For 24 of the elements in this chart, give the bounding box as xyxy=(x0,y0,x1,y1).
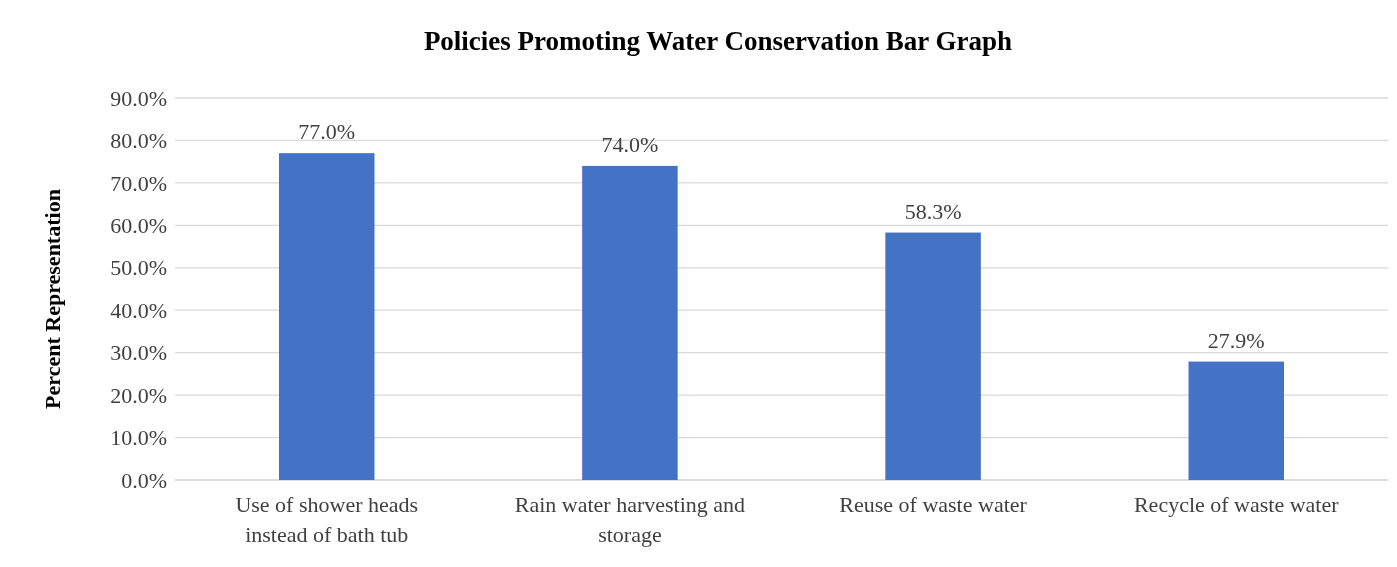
x-tick-label: Recycle of waste water xyxy=(1133,492,1340,517)
y-tick-label: 0.0% xyxy=(121,467,167,493)
chart-title: Policies Promoting Water Conservation Bar Graph xyxy=(423,26,1013,56)
data-label: 74.0% xyxy=(601,131,659,157)
y-tick-label: 20.0% xyxy=(110,382,167,408)
y-tick-label: 60.0% xyxy=(110,213,167,239)
y-tick-label: 40.0% xyxy=(110,297,167,323)
x-tick-label: Reuse of waste water xyxy=(839,492,1028,517)
y-tick-label: 80.0% xyxy=(110,128,167,154)
y-tick-label: 10.0% xyxy=(110,425,167,451)
y-tick-label: 70.0% xyxy=(110,170,167,196)
bar xyxy=(1188,361,1285,480)
data-label: 27.9% xyxy=(1207,327,1265,353)
data-label: 58.3% xyxy=(904,198,962,224)
y-axis-title: Percent Representation xyxy=(40,189,65,409)
x-tick-label: Rain water harvesting and storage xyxy=(514,492,746,547)
x-tick-label: Use of shower heads instead of bath tub xyxy=(235,492,419,547)
bar xyxy=(885,232,981,480)
y-tick-label: 50.0% xyxy=(110,255,167,281)
y-tick-label: 90.0% xyxy=(110,85,167,111)
y-tick-label: 30.0% xyxy=(110,340,167,366)
data-label: 77.0% xyxy=(298,119,356,145)
bar xyxy=(278,153,375,480)
bar xyxy=(582,165,678,480)
